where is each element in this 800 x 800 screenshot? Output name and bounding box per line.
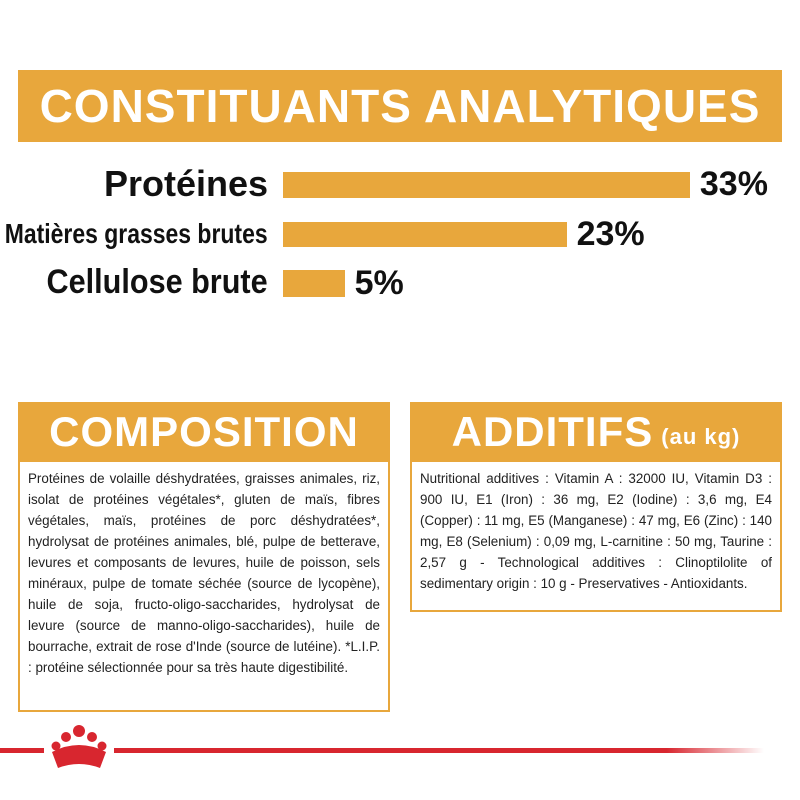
composition-title: COMPOSITION bbox=[18, 402, 390, 462]
item-label: Protéines bbox=[103, 163, 268, 205]
bar bbox=[283, 172, 690, 198]
item-label: Cellulose brute bbox=[46, 263, 268, 302]
value-label: 33% bbox=[699, 165, 768, 203]
analytical-title: CONSTITUANTS ANALYTIQUES bbox=[18, 70, 782, 142]
additifs-title-suffix: (au kg) bbox=[661, 424, 741, 449]
crown-logo bbox=[51, 725, 107, 768]
bar bbox=[283, 270, 345, 297]
item-label: Matières grasses brutes bbox=[5, 217, 268, 249]
footer-line-left bbox=[0, 748, 44, 753]
value-label: 5% bbox=[354, 263, 404, 302]
additifs-header: ADDITIFS (au kg) bbox=[410, 402, 782, 462]
composition-text: Protéines de volaille déshydratées, grai… bbox=[18, 462, 390, 712]
bar bbox=[283, 222, 567, 247]
value-label: 23% bbox=[576, 214, 645, 253]
footer-line-right bbox=[114, 748, 764, 753]
additifs-text: Nutritional additives : Vitamin A : 3200… bbox=[410, 462, 782, 612]
additifs-title: ADDITIFS bbox=[451, 408, 654, 455]
